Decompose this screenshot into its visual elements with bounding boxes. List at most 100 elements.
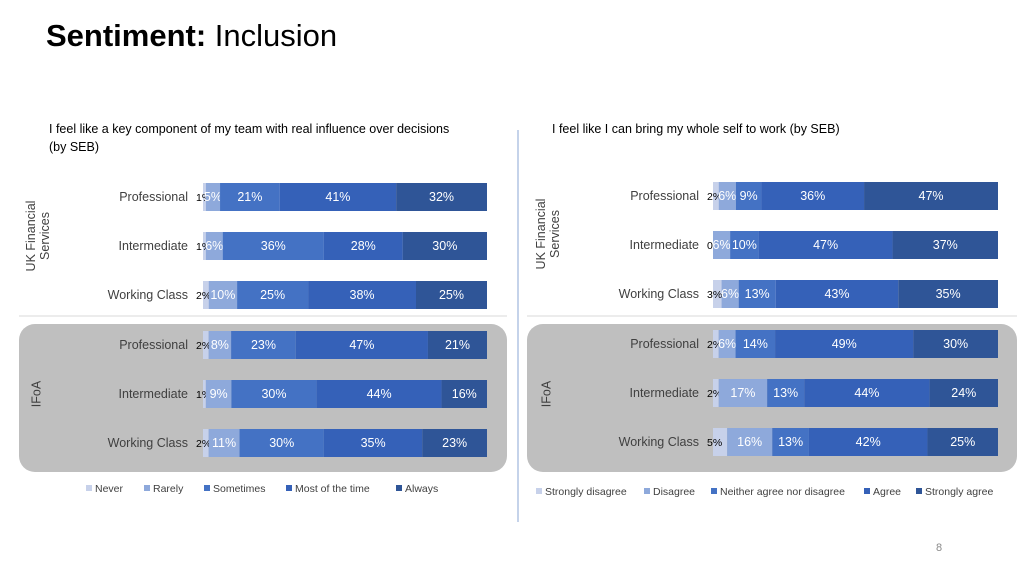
left-uk-financial-services-working-class-label-sometimes: 25% xyxy=(260,288,285,302)
right-uk-financial-services-working-class-bar-neither-agree-nor-disagree xyxy=(738,280,776,308)
left-uk-financial-services-working-class-label-never: 2% xyxy=(196,290,211,302)
right-uk-financial-services-professional-label-strongly-disagree: 2% xyxy=(707,191,722,203)
left-legend-swatch-rarely xyxy=(144,485,150,491)
right-ifoa-professional-bar-neither-agree-nor-disagree xyxy=(735,330,776,358)
left-group-label-uk-financial-services: UK FinancialServices xyxy=(24,201,52,272)
right-ifoa-working-class-bar-neither-agree-nor-disagree xyxy=(772,428,809,456)
right-legend-label-disagree: Disagree xyxy=(653,486,695,498)
left-legend-label-sometimes: Sometimes xyxy=(213,483,266,495)
left-ifoa-working-class-bar-rarely xyxy=(208,429,240,457)
left-ifoa-intermediate-bar-sometimes xyxy=(231,380,317,408)
right-uk-financial-services-professional-bar-disagree xyxy=(718,182,736,210)
left-uk-financial-services-professional-bar-sometimes xyxy=(220,183,280,211)
right-legend-swatch-strongly-disagree xyxy=(536,488,542,494)
right-uk-financial-services-professional-label-disagree: 6% xyxy=(718,189,736,203)
right-ifoa-working-class-label-strongly-agree: 25% xyxy=(950,435,975,449)
left-uk-financial-services-working-class-bar-most-of-the-time xyxy=(308,281,416,309)
left-uk-financial-services-working-class-bar-always xyxy=(416,281,487,309)
right-ifoa-working-class-label-strongly-disagree: 5% xyxy=(707,437,722,449)
left-uk-financial-services-intermediate-bar-most-of-the-time xyxy=(323,232,403,260)
left-uk-financial-services-intermediate-label-most-of-the-time: 28% xyxy=(351,239,376,253)
left-ifoa-working-class-category-label: Working Class xyxy=(108,436,188,450)
right-ifoa-professional-label-neither-agree-nor-disagree: 14% xyxy=(743,337,768,351)
left-uk-financial-services-professional-label-rarely: 5% xyxy=(204,190,222,204)
right-uk-financial-services-working-class-category-label: Working Class xyxy=(619,287,699,301)
right-uk-financial-services-working-class-label-disagree: 6% xyxy=(721,287,739,301)
left-ifoa-intermediate-label-rarely: 9% xyxy=(210,387,228,401)
right-ifoa-intermediate-label-disagree: 17% xyxy=(730,386,755,400)
right-uk-financial-services-working-class-bar-strongly-disagree xyxy=(713,280,722,308)
right-uk-financial-services-intermediate-label-agree: 47% xyxy=(813,238,838,252)
right-ifoa-intermediate-label-agree: 44% xyxy=(854,386,879,400)
right-uk-financial-services-working-class-bar-strongly-agree xyxy=(898,280,998,308)
left-uk-financial-services-professional-bar-rarely xyxy=(205,183,221,211)
left-uk-financial-services-intermediate-bar-sometimes xyxy=(222,232,324,260)
left-ifoa-professional-bar-sometimes xyxy=(231,331,296,359)
left-uk-financial-services-professional-label-most-of-the-time: 41% xyxy=(325,190,350,204)
left-uk-financial-services-professional-category-label: Professional xyxy=(119,190,188,204)
right-uk-financial-services-intermediate-bar-strongly-agree xyxy=(892,231,998,259)
left-ifoa-professional-bar-always xyxy=(427,331,487,359)
right-legend-label-agree: Agree xyxy=(873,486,901,498)
left-legend-label-always: Always xyxy=(405,483,438,495)
right-uk-financial-services-professional-bar-agree xyxy=(761,182,865,210)
right-ifoa-working-class-bar-strongly-disagree xyxy=(713,428,728,456)
left-ifoa-professional-bar-most-of-the-time xyxy=(295,331,428,359)
right-chart-title: I feel like I can bring my whole self to… xyxy=(552,122,840,136)
left-legend-swatch-sometimes xyxy=(204,485,210,491)
right-legend-swatch-strongly-agree xyxy=(916,488,922,494)
right-uk-financial-services-intermediate-category-label: Intermediate xyxy=(630,238,700,252)
right-uk-financial-services-intermediate-label-strongly-agree: 37% xyxy=(933,238,958,252)
left-ifoa-intermediate-category-label: Intermediate xyxy=(119,387,189,401)
left-ifoa-intermediate-label-always: 16% xyxy=(452,387,477,401)
left-uk-financial-services-intermediate-bar-rarely xyxy=(205,232,223,260)
right-ifoa-intermediate-bar-neither-agree-nor-disagree xyxy=(767,379,805,407)
right-ifoa-intermediate-label-strongly-disagree: 2% xyxy=(707,388,722,400)
left-legend-label-rarely: Rarely xyxy=(153,483,184,495)
left-ifoa-professional-bar-never xyxy=(203,331,209,359)
right-ifoa-professional-label-strongly-disagree: 2% xyxy=(707,339,722,351)
left-ifoa-working-class-label-most-of-the-time: 35% xyxy=(361,436,386,450)
right-ifoa-working-class-bar-strongly-agree xyxy=(927,428,998,456)
left-ifoa-professional-bar-rarely xyxy=(208,331,232,359)
right-uk-financial-services-professional-bar-strongly-agree xyxy=(864,182,998,210)
right-ifoa-intermediate-label-strongly-agree: 24% xyxy=(951,386,976,400)
left-uk-financial-services-working-class-label-always: 25% xyxy=(439,288,464,302)
left-group-label-ifoa: IFoA xyxy=(29,380,43,407)
left-ifoa-working-class-bar-always xyxy=(422,429,487,457)
left-ifoa-professional-label-never: 2% xyxy=(196,340,211,352)
right-ifoa-intermediate-bar-strongly-agree xyxy=(929,379,998,407)
left-ifoa-professional-label-always: 21% xyxy=(445,338,470,352)
right-uk-financial-services-intermediate-bar-neither-agree-nor-disagree xyxy=(730,231,759,259)
right-legend-label-neither-agree-nor-disagree: Neither agree nor disagree xyxy=(720,486,845,498)
page-title: Sentiment: Inclusion xyxy=(46,18,337,54)
page-title-bold: Sentiment: xyxy=(46,18,207,53)
left-ifoa-professional-label-sometimes: 23% xyxy=(251,338,276,352)
right-ifoa-working-class-bar-agree xyxy=(808,428,928,456)
right-uk-financial-services-intermediate-bar-disagree xyxy=(713,231,731,259)
left-ifoa-intermediate-bar-most-of-the-time xyxy=(316,380,442,408)
page-number: 8 xyxy=(936,542,943,554)
left-uk-financial-services-working-class-label-most-of-the-time: 38% xyxy=(350,288,375,302)
left-uk-financial-services-working-class-bar-sometimes xyxy=(237,281,309,309)
left-legend-label-never: Never xyxy=(95,483,124,495)
right-ifoa-professional-bar-strongly-disagree xyxy=(713,330,719,358)
left-uk-financial-services-working-class-label-rarely: 10% xyxy=(210,288,235,302)
left-legend-swatch-always xyxy=(396,485,402,491)
right-uk-financial-services-professional-label-agree: 36% xyxy=(800,189,825,203)
left-legend-swatch-never xyxy=(86,485,92,491)
left-uk-financial-services-intermediate-category-label: Intermediate xyxy=(119,239,189,253)
right-uk-financial-services-professional-bar-strongly-disagree xyxy=(713,182,719,210)
left-uk-financial-services-intermediate-label-sometimes: 36% xyxy=(261,239,286,253)
left-ifoa-intermediate-label-sometimes: 30% xyxy=(261,387,286,401)
left-legend-swatch-most-of-the-time xyxy=(286,485,292,491)
right-ifoa-working-class-label-neither-agree-nor-disagree: 13% xyxy=(778,435,803,449)
right-legend-label-strongly-disagree: Strongly disagree xyxy=(545,486,627,498)
right-legend-swatch-agree xyxy=(864,488,870,494)
left-ifoa-intermediate-bar-always xyxy=(441,380,487,408)
left-ifoa-working-class-label-never: 2% xyxy=(196,438,211,450)
right-ifoa-professional-category-label: Professional xyxy=(630,337,699,351)
left-uk-financial-services-professional-bar-never xyxy=(203,183,206,211)
right-uk-financial-services-intermediate-label-disagree: 6% xyxy=(713,238,731,252)
